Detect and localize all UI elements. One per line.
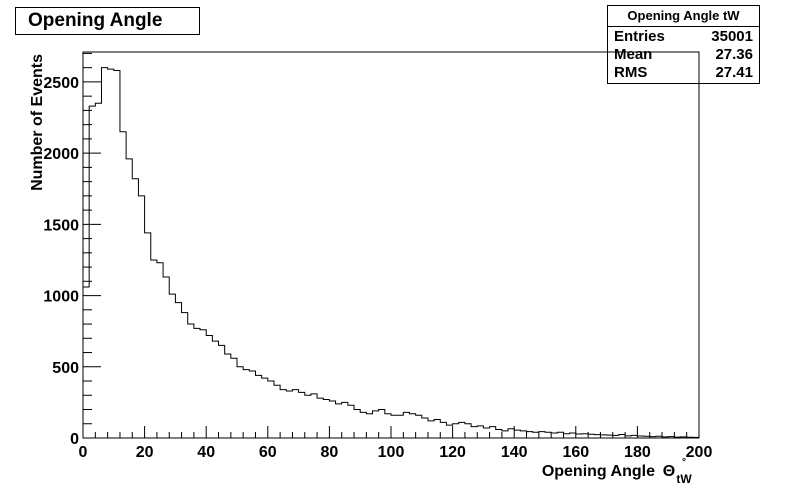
y-tick-label: 2000 bbox=[43, 146, 79, 163]
stats-title: Opening Angle tW bbox=[608, 6, 759, 27]
x-axis-label: Opening Angle bbox=[542, 463, 655, 480]
chart-title-box: Opening Angle bbox=[15, 7, 200, 35]
y-tick-label: 1000 bbox=[43, 289, 79, 306]
stats-entries-label: Entries bbox=[614, 28, 665, 45]
y-axis-label: Number of Events bbox=[29, 54, 46, 191]
x-tick-label: 100 bbox=[378, 444, 405, 461]
x-axis-symbol: Θ bbox=[663, 463, 675, 480]
stats-row-rms: RMS 27.41 bbox=[608, 63, 759, 81]
x-tick-label: 60 bbox=[259, 444, 277, 461]
y-tick-label: 2500 bbox=[43, 75, 79, 92]
x-tick-label: 80 bbox=[321, 444, 339, 461]
x-tick-labels: 0 20 40 60 80 100 120 140 160 180 200 bbox=[79, 444, 713, 461]
stats-rms-value: 27.41 bbox=[715, 64, 753, 81]
x-axis-superscript: ° bbox=[682, 457, 686, 468]
y-tick-label: 500 bbox=[52, 360, 79, 377]
x-tick-label: 160 bbox=[562, 444, 589, 461]
x-tick-label: 0 bbox=[79, 444, 88, 461]
x-tick-label: 20 bbox=[136, 444, 154, 461]
histogram-line bbox=[82, 67, 700, 438]
stats-box: Opening Angle tW Entries 35001 Mean 27.3… bbox=[607, 5, 760, 84]
x-axis-subscript: tW bbox=[676, 472, 692, 486]
y-tick-label: 0 bbox=[70, 431, 79, 448]
stats-entries-value: 35001 bbox=[711, 28, 753, 45]
x-tick-label: 40 bbox=[197, 444, 215, 461]
stats-row-mean: Mean 27.36 bbox=[608, 45, 759, 63]
x-tick-label: 180 bbox=[624, 444, 651, 461]
stats-mean-label: Mean bbox=[614, 46, 653, 63]
x-tick-label: 200 bbox=[686, 444, 713, 461]
y-tick-label: 1500 bbox=[43, 217, 79, 234]
plot-frame bbox=[82, 51, 700, 439]
x-tick-label: 140 bbox=[501, 444, 528, 461]
stats-mean-value: 27.36 bbox=[715, 46, 753, 63]
axis-ticks bbox=[82, 52, 700, 439]
chart-title: Opening Angle bbox=[28, 10, 163, 31]
stats-row-entries: Entries 35001 bbox=[608, 27, 759, 45]
y-tick-labels: 0 500 1000 1500 2000 2500 bbox=[43, 75, 79, 448]
stats-rms-label: RMS bbox=[614, 64, 648, 81]
x-tick-label: 120 bbox=[439, 444, 466, 461]
